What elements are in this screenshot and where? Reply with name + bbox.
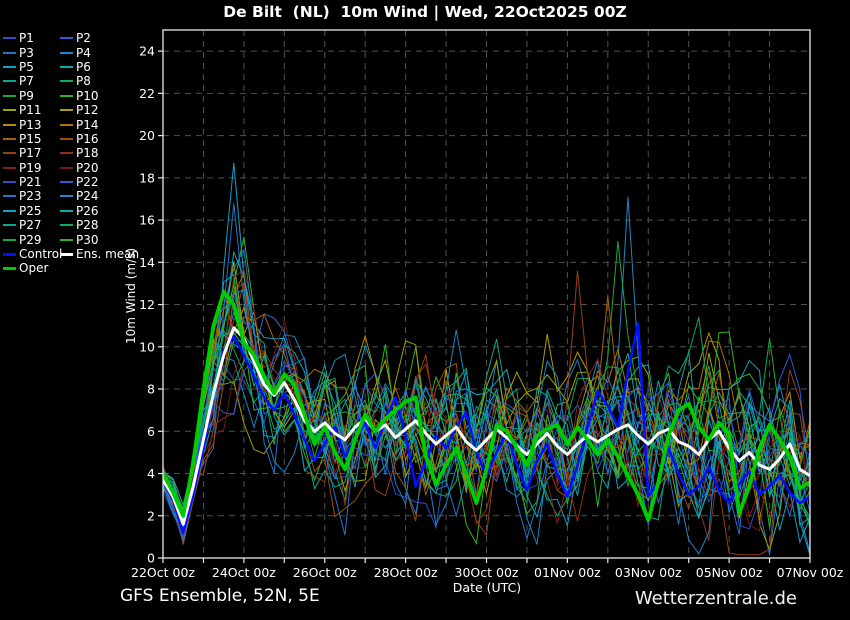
y-tick-label: 10 xyxy=(139,339,155,354)
footer-model-info: GFS Ensemble, 52N, 5E xyxy=(120,586,320,606)
x-tick-label: 22Oct 00z xyxy=(131,565,195,580)
y-tick-label: 24 xyxy=(139,44,155,59)
y-tick-label: 0 xyxy=(147,551,155,566)
y-tick-label: 20 xyxy=(139,128,155,143)
footer-brand: Wetterzentrale.de xyxy=(635,588,797,609)
x-tick-label: 26Oct 00z xyxy=(293,565,357,580)
y-tick-label: 18 xyxy=(139,170,155,185)
x-tick-label: 03Nov 00z xyxy=(615,565,682,580)
y-tick-label: 8 xyxy=(147,382,155,397)
x-tick-label: 30Oct 00z xyxy=(455,565,519,580)
y-tick-label: 2 xyxy=(147,508,155,523)
y-tick-label: 16 xyxy=(139,213,155,228)
x-tick-label: 24Oct 00z xyxy=(212,565,276,580)
x-tick-label: 07Nov 00z xyxy=(777,565,844,580)
x-tick-label: 28Oct 00z xyxy=(374,565,438,580)
meteogram-canvas: De Bilt (NL) 10m Wind | Wed, 22Oct2025 0… xyxy=(0,0,850,620)
y-tick-label: 6 xyxy=(147,424,155,439)
y-tick-label: 4 xyxy=(147,466,155,481)
x-tick-label: 05Nov 00z xyxy=(696,565,763,580)
y-tick-label: 12 xyxy=(139,297,155,312)
x-axis-label: Date (UTC) xyxy=(453,580,521,595)
y-tick-label: 22 xyxy=(139,86,155,101)
x-tick-label: 01Nov 00z xyxy=(534,565,601,580)
y-axis-label: 10m Wind (m/s) xyxy=(124,248,138,344)
y-tick-label: 14 xyxy=(139,255,155,270)
